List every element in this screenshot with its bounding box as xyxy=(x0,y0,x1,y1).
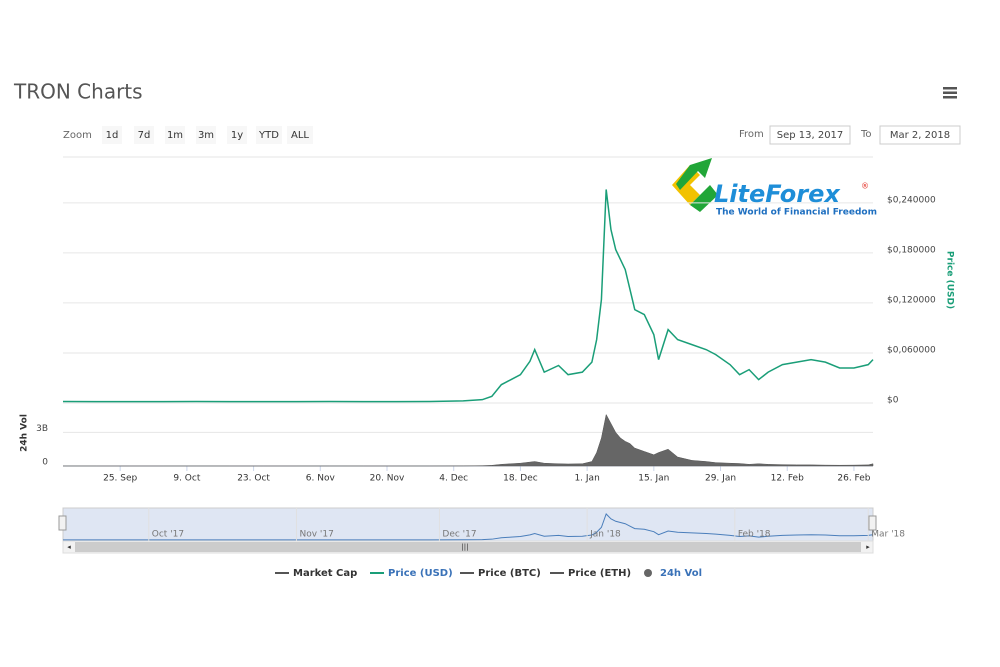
x-tick-label: 18. Dec xyxy=(503,474,538,484)
volume-area xyxy=(62,413,874,467)
logo-slogan: The World of Financial Freedom xyxy=(716,208,877,218)
price-line xyxy=(62,189,874,403)
zoom-button[interactable] xyxy=(287,126,313,144)
x-tick-label: 25. Sep xyxy=(103,474,137,484)
navigator-tick-label: Mar '18 xyxy=(871,530,905,540)
navigator-handle[interactable] xyxy=(868,515,877,531)
scrollbar-thumb[interactable] xyxy=(75,542,861,552)
logo-shape xyxy=(676,158,712,190)
menu-bar xyxy=(943,96,957,99)
to-date: Mar 2, 2018 xyxy=(890,130,950,141)
menu-bar xyxy=(943,87,957,90)
zoom-button-label: 3m xyxy=(198,130,214,141)
navigator-tick-label: Oct '17 xyxy=(152,530,184,540)
logo-shape xyxy=(690,185,718,212)
legend-label[interactable]: Price (ETH) xyxy=(568,568,631,579)
navigator-line xyxy=(62,513,874,541)
zoom-button-label: 1d xyxy=(106,130,119,141)
navigator-tick-label: Dec '17 xyxy=(442,530,476,540)
y2-tick-label: 3B xyxy=(36,424,48,434)
zoom-button[interactable] xyxy=(196,126,216,144)
to-input[interactable] xyxy=(879,125,961,145)
chart-title: TRON Charts xyxy=(13,80,143,104)
menu-icon[interactable] xyxy=(943,87,957,99)
x-tick-label: 26. Feb xyxy=(837,474,870,484)
from-label: From xyxy=(739,129,764,140)
x-tick-label: 6. Nov xyxy=(306,474,336,484)
zoom-button[interactable] xyxy=(134,126,154,144)
zoom-button[interactable] xyxy=(165,126,185,144)
from-input[interactable] xyxy=(769,125,851,145)
scrollbar-grip: ||| xyxy=(461,543,468,551)
logo-registered: ® xyxy=(861,182,869,191)
x-tick-label: 20. Nov xyxy=(370,474,405,484)
y2-tick-label: 0 xyxy=(42,458,48,468)
y-tick-label: $0,120000 xyxy=(887,295,936,305)
navigator-handle[interactable] xyxy=(58,515,67,531)
x-tick-label: 9. Oct xyxy=(173,474,200,484)
legend-label[interactable]: Market Cap xyxy=(293,568,357,579)
zoom-button[interactable] xyxy=(256,126,282,144)
y-tick-label: $0 xyxy=(887,396,899,406)
menu-bar xyxy=(943,91,957,94)
x-tick-label: 12. Feb xyxy=(771,474,804,484)
zoom-button-label: 1y xyxy=(231,130,243,141)
y-tick-label: $0,180000 xyxy=(887,245,936,255)
x-tick-label: 23. Oct xyxy=(237,474,270,484)
zoom-label: Zoom xyxy=(63,130,92,141)
y-axis-title: Price (USD) xyxy=(945,251,955,309)
y-tick-label: $0,060000 xyxy=(887,345,936,355)
legend-symbol xyxy=(644,569,652,577)
x-tick-label: 1. Jan xyxy=(574,474,599,484)
navigator-tick-label: Nov '17 xyxy=(299,530,333,540)
zoom-button-label: ALL xyxy=(291,130,309,141)
zoom-button-label: 7d xyxy=(138,130,151,141)
zoom-button-label: YTD xyxy=(258,130,279,141)
zoom-button-label: 1m xyxy=(167,130,183,141)
x-tick-label: 15. Jan xyxy=(638,474,669,484)
navigator-selection[interactable] xyxy=(62,507,874,542)
y-tick-label: $0,240000 xyxy=(887,195,936,205)
y2-axis-title: 24h Vol xyxy=(20,414,30,452)
navigator-tick-label: Feb '18 xyxy=(738,530,771,540)
navigator-tick-label: Jan '18 xyxy=(589,530,621,540)
zoom-button[interactable] xyxy=(102,126,122,144)
to-label: To xyxy=(860,129,872,140)
legend-label[interactable]: Price (BTC) xyxy=(478,568,541,579)
scroll-right[interactable]: ▸ xyxy=(866,543,870,551)
from-date: Sep 13, 2017 xyxy=(777,130,844,141)
legend-label[interactable]: Price (USD) xyxy=(388,568,453,579)
x-tick-label: 29. Jan xyxy=(705,474,736,484)
zoom-button[interactable] xyxy=(227,126,247,144)
x-tick-label: 4. Dec xyxy=(439,474,468,484)
scroll-left[interactable]: ◂ xyxy=(67,543,71,551)
logo-name: LiteForex xyxy=(714,180,841,208)
legend-label[interactable]: 24h Vol xyxy=(660,568,702,579)
